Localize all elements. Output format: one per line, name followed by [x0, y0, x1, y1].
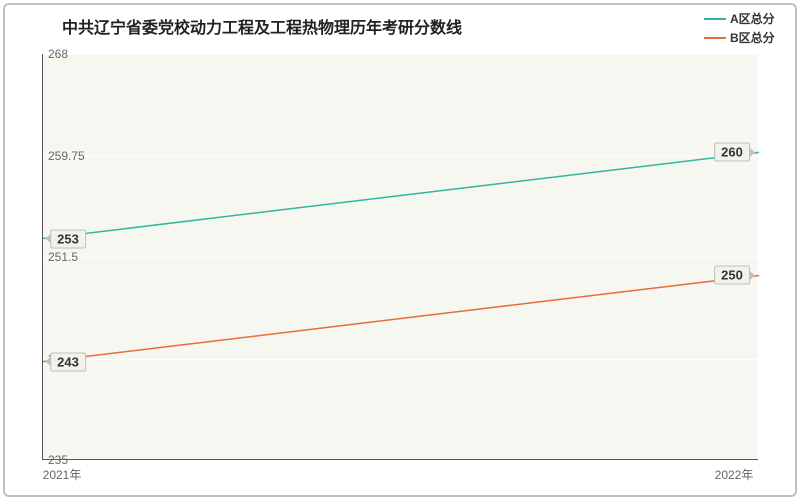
legend: A区总分 B区总分: [704, 10, 775, 48]
y-tick-label: 259.75: [48, 149, 85, 163]
value-label: 243: [50, 352, 86, 371]
value-label: 250: [714, 266, 750, 285]
legend-swatch: [704, 37, 726, 39]
grid-line: [43, 54, 758, 55]
value-label-arrow: [45, 357, 51, 367]
legend-item: B区总分: [704, 29, 775, 46]
legend-item: A区总分: [704, 10, 775, 27]
x-tick-label: 2022年: [715, 466, 754, 483]
plot-area: [42, 54, 758, 460]
chart-container: 中共辽宁省委党校动力工程及工程热物理历年考研分数线 A区总分 B区总分 235 24…: [0, 0, 800, 500]
value-label-arrow: [749, 270, 755, 280]
y-tick-label: 268: [48, 47, 68, 61]
series-line: [43, 152, 759, 238]
chart-title: 中共辽宁省委党校动力工程及工程热物理历年考研分数线: [62, 14, 462, 38]
legend-swatch: [704, 18, 726, 20]
series-line: [43, 275, 759, 361]
value-label: 253: [50, 229, 86, 248]
y-tick-label: 251.5: [48, 250, 78, 264]
legend-label: B区总分: [730, 29, 775, 46]
value-label-arrow: [749, 147, 755, 157]
y-tick-label: 235: [48, 453, 68, 467]
x-tick-label: 2021年: [43, 466, 82, 483]
grid-line: [43, 156, 758, 157]
grid-line: [43, 359, 758, 360]
value-label-arrow: [45, 234, 51, 244]
grid-line: [43, 257, 758, 258]
value-label: 260: [714, 143, 750, 162]
legend-label: A区总分: [730, 10, 775, 27]
